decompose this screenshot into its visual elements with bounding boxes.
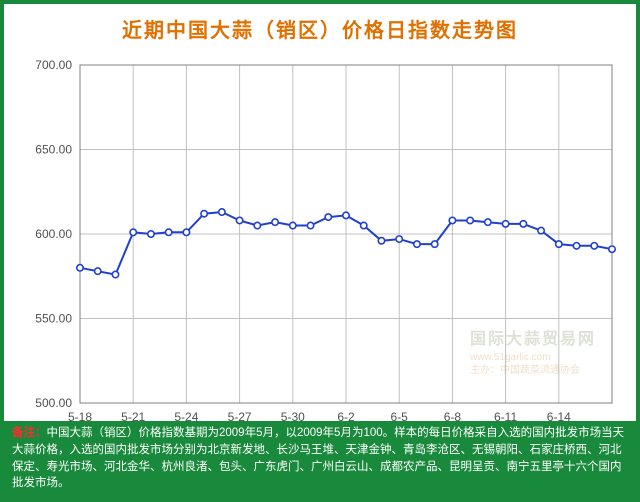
chart-container: 近期中国大蒜（销区）价格日指数走势图 500.00 550.00 600.00 650… <box>0 0 640 502</box>
chart-title: 近期中国大蒜（销区）价格日指数走势图 <box>4 4 636 47</box>
svg-text:650.00: 650.00 <box>35 143 72 157</box>
svg-text:550.00: 550.00 <box>35 312 72 326</box>
svg-text:600.00: 600.00 <box>35 227 72 241</box>
svg-text:700.00: 700.00 <box>35 58 72 72</box>
chart-area: 500.00550.00600.00650.00700.005-185-215-… <box>14 47 626 437</box>
footnote: 备注：中国大蒜（销区）价格指数基期为2009年5月，以2009年5月为100。样… <box>4 421 636 498</box>
footnote-label: 备注： <box>12 427 47 439</box>
footnote-text: 中国大蒜（销区）价格指数基期为2009年5月，以2009年5月为100。样本的每… <box>12 427 624 489</box>
svg-text:500.00: 500.00 <box>35 396 72 410</box>
line-chart-svg: 500.00550.00600.00650.00700.005-185-215-… <box>14 47 626 437</box>
